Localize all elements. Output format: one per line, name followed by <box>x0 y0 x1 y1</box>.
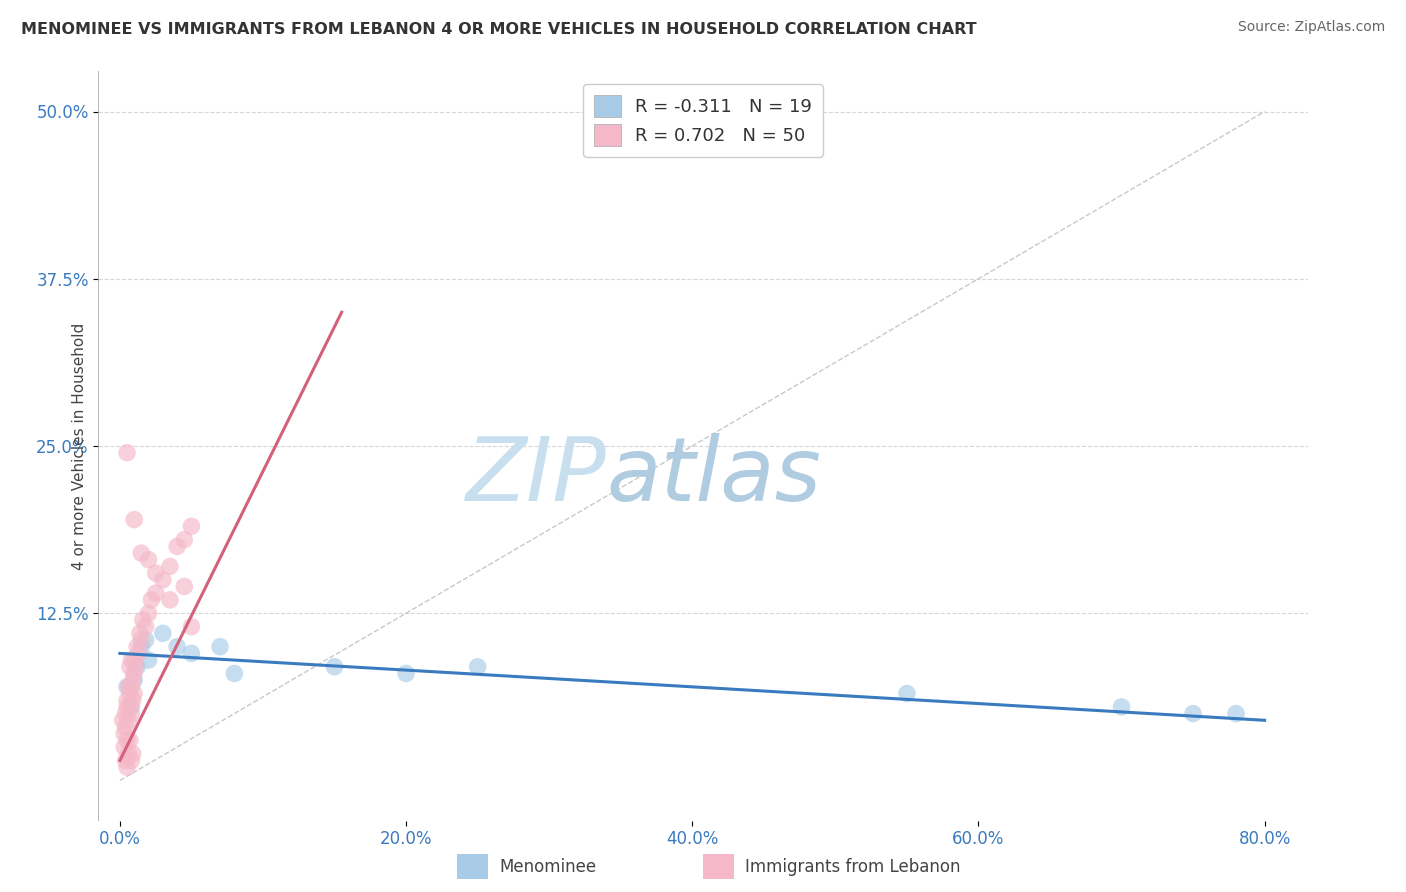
Point <box>122 673 145 688</box>
Point <box>141 592 163 607</box>
Point <box>180 519 202 533</box>
Point <box>145 566 167 581</box>
Point <box>131 633 153 648</box>
Point <box>467 660 489 674</box>
Point <box>120 653 142 667</box>
Point <box>180 646 202 660</box>
Point <box>1182 706 1205 721</box>
Point <box>152 573 174 587</box>
Point <box>114 753 136 767</box>
Point <box>117 680 139 694</box>
Point <box>118 687 141 701</box>
Point <box>145 586 167 600</box>
Point <box>122 666 145 681</box>
Text: MENOMINEE VS IMMIGRANTS FROM LEBANON 4 OR MORE VEHICLES IN HOUSEHOLD CORRELATION: MENOMINEE VS IMMIGRANTS FROM LEBANON 4 O… <box>21 22 977 37</box>
Point <box>166 640 188 654</box>
Point <box>138 653 160 667</box>
Point <box>115 680 138 694</box>
Point <box>118 699 141 714</box>
Point <box>173 533 195 547</box>
Point <box>120 706 142 721</box>
Point <box>124 660 146 674</box>
Point <box>118 733 141 747</box>
Point <box>173 580 195 594</box>
Point <box>159 592 181 607</box>
Point <box>120 680 142 694</box>
Point <box>111 714 134 728</box>
Text: atlas: atlas <box>606 433 821 519</box>
Point <box>115 699 138 714</box>
Point <box>135 620 157 634</box>
Point <box>135 633 157 648</box>
Point <box>114 706 136 721</box>
Point <box>1111 699 1133 714</box>
Point <box>896 687 918 701</box>
Point <box>112 726 135 740</box>
Point <box>180 620 202 634</box>
Text: Menominee: Menominee <box>499 858 596 876</box>
Point <box>209 640 232 654</box>
Point <box>121 673 143 688</box>
Point <box>131 546 153 560</box>
Text: Source: ZipAtlas.com: Source: ZipAtlas.com <box>1237 20 1385 34</box>
Point <box>1225 706 1247 721</box>
Text: ZIP: ZIP <box>465 433 606 519</box>
Point <box>129 626 152 640</box>
Point <box>125 640 148 654</box>
Point <box>120 753 142 767</box>
Point <box>152 626 174 640</box>
Point <box>112 740 135 755</box>
Point <box>115 733 138 747</box>
Point <box>323 660 346 674</box>
Point <box>118 660 141 674</box>
Point <box>224 666 246 681</box>
Point <box>120 699 142 714</box>
Point <box>159 559 181 574</box>
Point <box>138 552 160 567</box>
Point <box>122 512 145 526</box>
Text: Immigrants from Lebanon: Immigrants from Lebanon <box>745 858 960 876</box>
Point <box>114 720 136 734</box>
Point <box>131 640 153 654</box>
Point <box>117 714 139 728</box>
Point <box>127 646 149 660</box>
Point <box>122 653 145 667</box>
Point <box>121 747 143 761</box>
Y-axis label: 4 or more Vehicles in Household: 4 or more Vehicles in Household <box>72 322 87 570</box>
Point <box>122 687 145 701</box>
Point <box>395 666 418 681</box>
Point <box>115 760 138 774</box>
Legend: R = -0.311   N = 19, R = 0.702   N = 50: R = -0.311 N = 19, R = 0.702 N = 50 <box>583 84 823 157</box>
Point <box>115 693 138 707</box>
Point <box>125 660 148 674</box>
Point <box>132 613 155 627</box>
Point <box>121 693 143 707</box>
Point <box>117 747 139 761</box>
Point <box>138 607 160 621</box>
Point <box>166 539 188 553</box>
Point <box>115 446 138 460</box>
